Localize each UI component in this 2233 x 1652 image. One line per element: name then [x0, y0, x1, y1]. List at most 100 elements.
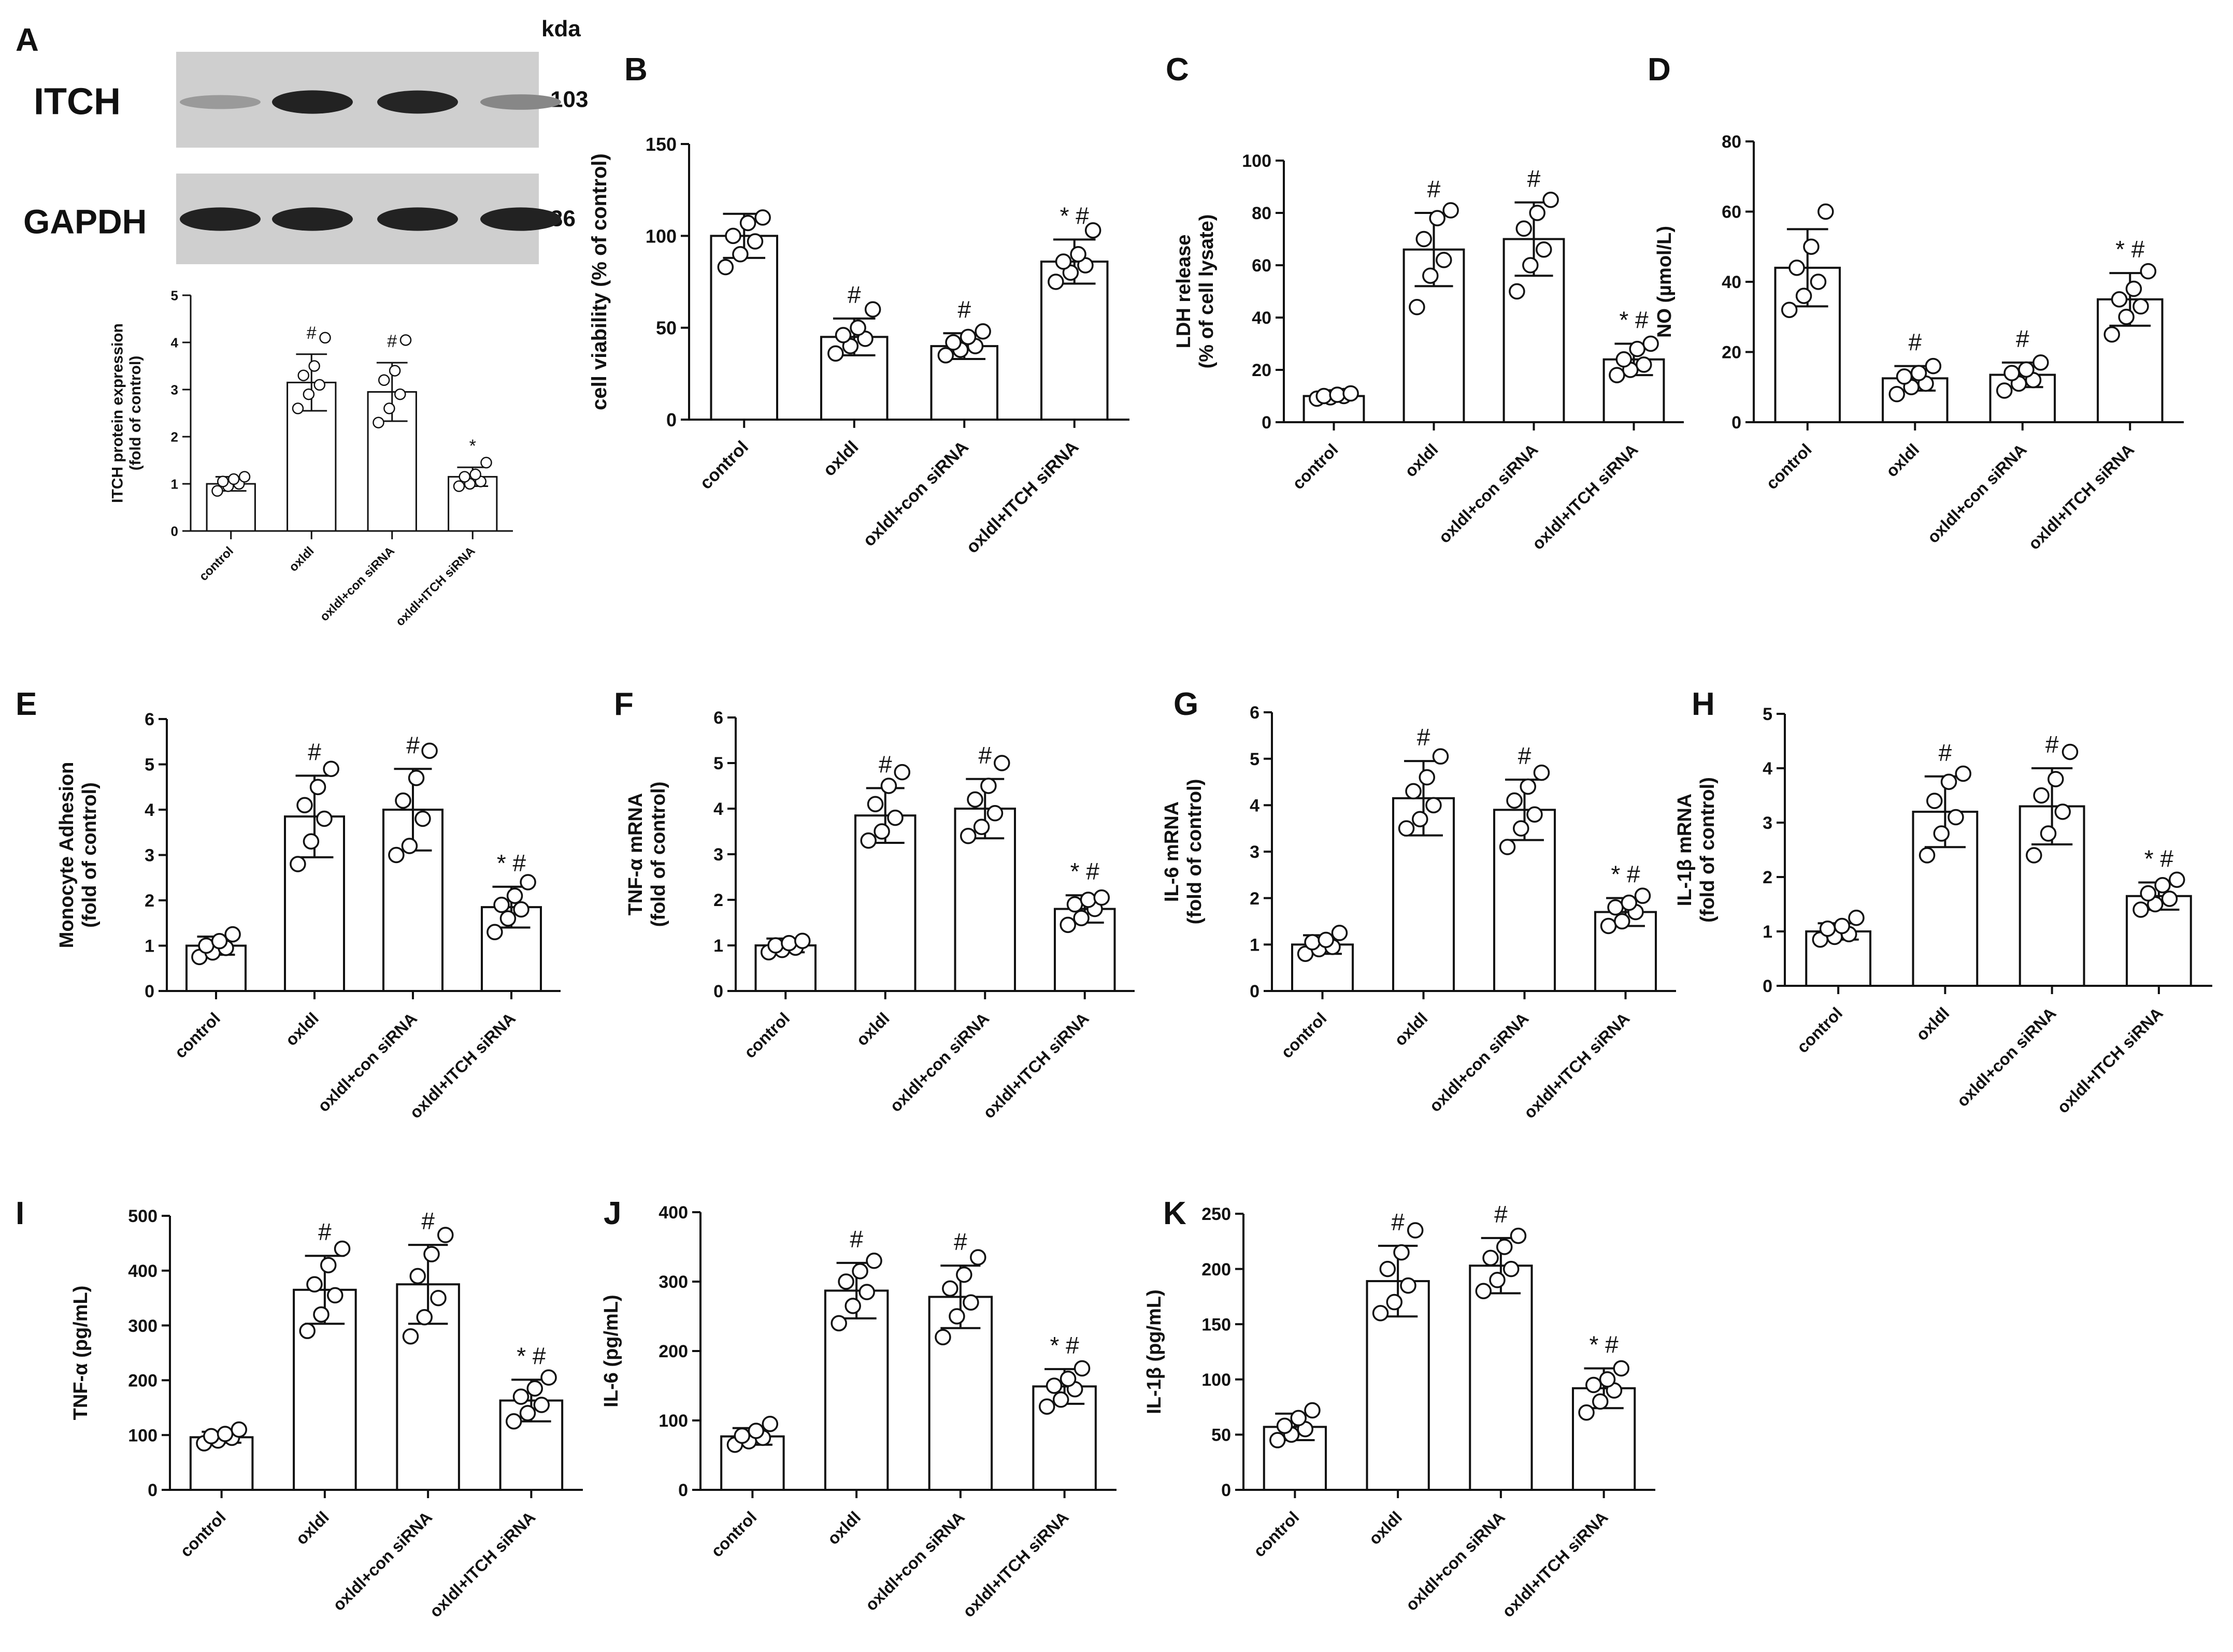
data-point: [303, 388, 315, 400]
data-point: [980, 778, 997, 794]
y-tick-label: 2: [171, 429, 178, 444]
chart-panel-B: B 0 50 100 150 cell viability (% of control) c…: [588, 52, 1129, 557]
data-point: [480, 456, 492, 469]
significance-mark: #: [848, 281, 861, 308]
significance-mark: * #: [1589, 1331, 1619, 1358]
significance-mark: #: [1939, 739, 1952, 766]
data-point: [383, 403, 395, 414]
significance-mark: #: [1494, 1201, 1508, 1228]
y-tick-label: 1: [171, 476, 178, 492]
data-point: [1926, 793, 1943, 809]
data-point: [831, 1315, 847, 1332]
y-axis-label: IL-1β mRNA(fold of control): [1674, 777, 1719, 923]
data-point: [211, 485, 223, 497]
data-point: [1781, 301, 1798, 318]
data-point: [1533, 764, 1550, 781]
data-point: [1419, 769, 1435, 786]
data-point: [794, 932, 811, 949]
blot-band: [480, 94, 561, 110]
blot-band: [180, 207, 261, 231]
data-point: [867, 796, 884, 812]
data-point: [203, 1428, 220, 1445]
x-tick-label: control: [1763, 440, 1815, 493]
y-tick-label: 60: [1252, 256, 1271, 276]
data-point: [1331, 925, 1348, 941]
y-tick-label: 100: [1201, 1370, 1231, 1390]
data-point: [1629, 340, 1645, 357]
y-tick-label: 250: [1201, 1204, 1231, 1224]
x-tick-label: oxldl+con siRNA: [314, 1009, 421, 1115]
x-tick-label: oxldl+ITCH siRNA: [426, 1507, 539, 1620]
data-point: [1422, 267, 1439, 284]
data-point: [198, 937, 214, 954]
data-point: [734, 1427, 751, 1444]
data-point: [1442, 202, 1459, 219]
data-point: [211, 933, 228, 950]
y-tick-label: 0: [1731, 413, 1741, 433]
y-tick-label: 20: [1252, 361, 1271, 380]
significance-mark: #: [954, 1228, 967, 1255]
chart-panel-G: G 0 1 2 3 4 5 6 IL-6 mRNA(fold of control) contro…: [1161, 686, 1676, 1122]
y-tick-label: 1: [145, 937, 154, 956]
data-point: [409, 1268, 426, 1285]
x-tick-label: control: [1250, 1507, 1302, 1560]
data-point: [1073, 1360, 1091, 1377]
data-point: [1269, 1432, 1286, 1448]
x-tick-label: oxldl+con siRNA: [1435, 440, 1542, 547]
data-point: [1315, 387, 1332, 405]
data-point: [1407, 1222, 1424, 1239]
x-tick-label: oxldl: [292, 1507, 333, 1548]
y-tick-label: 4: [171, 335, 179, 350]
y-tick-label: 500: [128, 1206, 158, 1226]
data-point: [1066, 896, 1083, 913]
y-tick-label: 300: [128, 1316, 158, 1336]
data-point: [2062, 743, 2079, 760]
data-point: [423, 1246, 440, 1262]
data-point: [327, 1287, 343, 1304]
data-point: [297, 369, 309, 381]
blot-band: [480, 207, 561, 231]
data-point: [963, 1294, 979, 1311]
chart-panel-D: D 0 20 40 60 80 NO (µmol/L) control # oxldl # oxldl…: [1648, 52, 2184, 553]
data-point: [1615, 351, 1632, 368]
data-point: [520, 874, 536, 890]
chart-panel-A: 0 1 2 3 4 5 ITCH protein expression(fold of co…: [109, 288, 513, 629]
x-tick-label: oxldl: [824, 1507, 864, 1548]
data-point: [1038, 1398, 1055, 1415]
data-point: [2103, 326, 2120, 343]
y-tick-label: 100: [659, 1411, 688, 1431]
data-point: [754, 209, 771, 226]
data-point: [1795, 288, 1812, 304]
data-point: [526, 1380, 543, 1397]
y-axis-label: LDH release(% of cell lysate): [1173, 214, 1218, 369]
significance-mark: * #: [517, 1342, 546, 1369]
x-tick-label: control: [171, 1009, 224, 1061]
y-axis-label-line: IL-1β (pg/mL): [1143, 1289, 1165, 1414]
data-point: [1499, 839, 1516, 855]
data-point: [437, 1227, 454, 1243]
data-point: [373, 416, 384, 428]
data-point: [395, 792, 411, 809]
chart-panel-I: I 0 100 200 300 400 500 TNF-α (pg/mL) control # ox…: [16, 1196, 583, 1621]
significance-mark: #: [978, 742, 992, 769]
data-point: [1048, 274, 1064, 290]
data-point: [2040, 825, 2057, 842]
data-point: [1542, 192, 1559, 208]
y-tick-label: 2: [145, 891, 154, 911]
panel-letter-G: G: [1173, 686, 1198, 722]
y-tick-label: 40: [1722, 272, 1741, 292]
data-point: [1600, 917, 1617, 935]
data-point: [499, 910, 517, 927]
data-point: [960, 328, 977, 346]
y-axis-label-line: Monocyte Adhesion: [56, 762, 78, 949]
data-point: [748, 1423, 765, 1439]
data-point: [1848, 910, 1865, 926]
blot-band: [272, 207, 353, 231]
significance-mark: #: [387, 332, 397, 351]
y-axis-label-line: IL-6 mRNA: [1161, 801, 1183, 902]
data-point: [416, 1309, 433, 1326]
x-tick-label: oxldl: [1882, 440, 1923, 480]
data-point: [430, 1289, 447, 1306]
data-point: [1621, 894, 1637, 911]
data-point: [887, 809, 904, 826]
